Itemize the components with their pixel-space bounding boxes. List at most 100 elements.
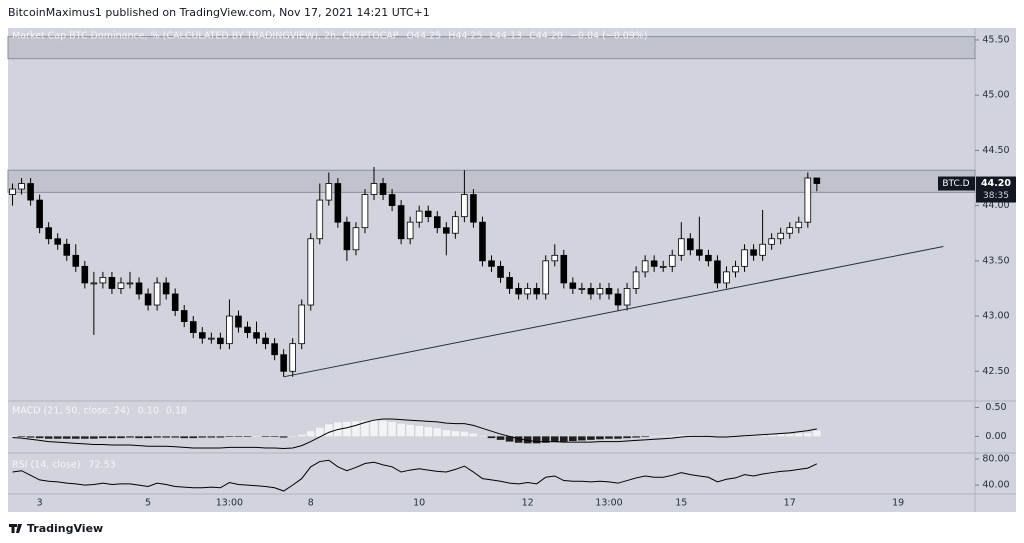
candle-body (533, 288, 540, 295)
candle-body (424, 210, 432, 218)
candle-body (795, 221, 803, 229)
macd-histogram-bar (813, 430, 821, 437)
macd-histogram-bar (325, 424, 333, 437)
ohlc-readout: H44.25 (448, 31, 482, 42)
macd-histogram-bar (415, 425, 423, 437)
macd-histogram-bar (532, 436, 541, 444)
candle-body (117, 282, 125, 289)
rsi-line (12, 459, 818, 492)
candle-body (578, 288, 586, 290)
candle-body (370, 183, 378, 195)
candle-body (433, 216, 441, 229)
macd-histogram-bar (758, 435, 767, 437)
macd-histogram-bar (514, 436, 523, 443)
candle-body (189, 321, 197, 334)
macd-histogram-bar (650, 436, 658, 437)
candle-body (452, 216, 459, 234)
candle-body (786, 227, 794, 234)
candle-body (199, 332, 206, 339)
candle-body (208, 337, 215, 340)
candle-body (379, 183, 387, 195)
macd-histogram-bar (117, 436, 125, 439)
candle-body (732, 265, 739, 273)
macd-histogram-bar (35, 436, 44, 439)
macd-histogram-bar (695, 435, 704, 437)
candle-body (461, 194, 468, 218)
candle-body (587, 288, 595, 295)
candle-body (99, 277, 107, 284)
chart-background (8, 28, 1016, 512)
candle-body (325, 183, 333, 201)
macd-histogram-bar (81, 436, 89, 439)
resistance-zone (7, 36, 976, 60)
x-tick-label: 3 (37, 498, 43, 509)
candle-body (605, 288, 613, 295)
x-tick-label: 13:00 (216, 498, 243, 509)
candle-body (388, 194, 396, 207)
candle-body (696, 249, 703, 256)
candle-body (488, 260, 495, 267)
macd-histogram-bar (686, 435, 695, 437)
x-tick-label: 5 (145, 498, 151, 509)
macd-histogram-bar (252, 436, 261, 437)
macd-histogram-bar (171, 436, 179, 438)
macd-histogram-bar (198, 436, 207, 438)
price-tag (976, 176, 1016, 203)
macd-histogram-bar (406, 424, 414, 437)
price-tick-label: 45.00 (982, 90, 1009, 101)
macd-histogram-bar (8, 436, 17, 437)
candle-body (623, 288, 631, 306)
candle-body (334, 183, 342, 223)
candle-body (470, 194, 477, 223)
macd-histogram-bar (424, 427, 433, 437)
candle-body (714, 260, 721, 284)
macd-histogram-bar (433, 428, 442, 437)
macd-histogram-bar (243, 436, 252, 437)
price-tick-label: 43.00 (982, 311, 1009, 322)
candle-body (497, 265, 504, 278)
candle-body (45, 227, 52, 240)
candle-body (687, 238, 694, 251)
publish-header: BitcoinMaximus1 published on TradingView… (8, 6, 430, 19)
macd-title: MACD (21, 50, close, 24) (12, 406, 130, 417)
candle-body (72, 254, 80, 267)
macd-histogram-bar (261, 436, 270, 437)
macd-histogram-bar (469, 433, 478, 437)
candle-body (108, 277, 116, 289)
macd-histogram-bar (677, 435, 686, 437)
candle-body (144, 293, 152, 306)
macd-tick-label: 0.00 (985, 431, 1006, 442)
trendline (283, 245, 944, 378)
candle-body (705, 254, 712, 262)
candle-body (262, 337, 269, 345)
macd-histogram-bar (523, 436, 532, 444)
candle-body (759, 243, 766, 256)
candle-body (641, 260, 649, 273)
macd-histogram-bar (370, 420, 378, 437)
ohlc-readout: C44.20 (529, 31, 563, 42)
x-tick-label: 10 (413, 498, 425, 509)
candle-body (668, 254, 676, 267)
candle-body (569, 282, 577, 289)
candle-body (551, 254, 559, 262)
macd-histogram-bar (288, 436, 297, 437)
macd-histogram-bar (776, 434, 785, 437)
x-tick-label: 19 (892, 498, 904, 509)
macd-histogram-bar (496, 436, 505, 440)
macd-histogram-bar (659, 435, 668, 437)
candle-body (307, 238, 315, 306)
symbol-tag (938, 176, 975, 191)
candle-body (63, 243, 71, 256)
macd-readout: 0.18 (166, 406, 187, 417)
macd-histogram-bar (135, 436, 143, 439)
candle-body (632, 271, 640, 289)
macd-histogram-bar (596, 436, 604, 440)
macd-histogram-bar (62, 436, 71, 439)
candle-body (804, 177, 812, 223)
candle-body (397, 205, 405, 240)
macd-histogram-bar (569, 436, 577, 442)
candle-body (217, 337, 224, 345)
macd-histogram-bar (749, 435, 758, 437)
macd-histogram-bar (541, 436, 550, 443)
